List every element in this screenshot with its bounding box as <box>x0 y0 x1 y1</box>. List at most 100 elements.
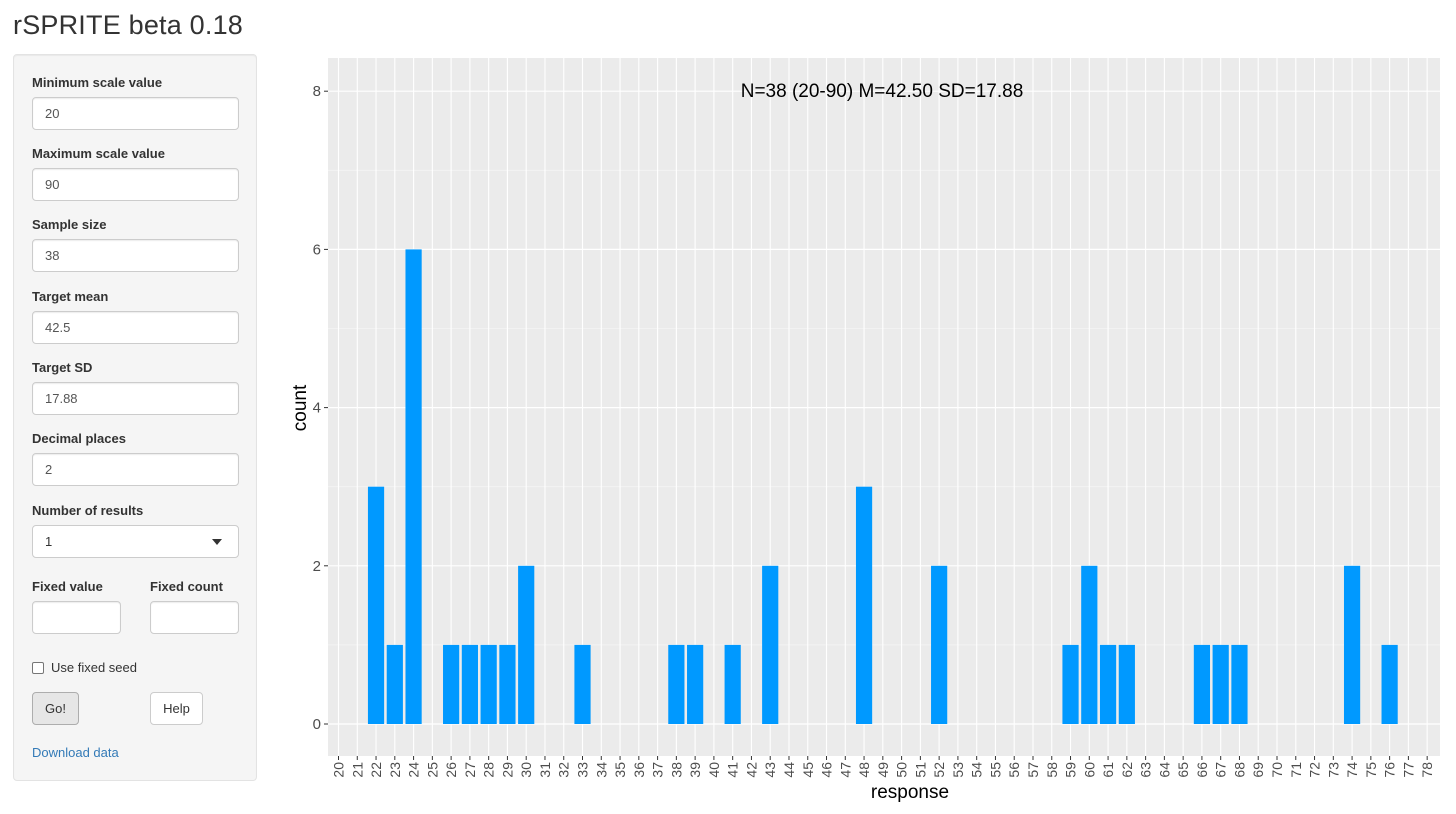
sample-size-input[interactable] <box>32 239 239 272</box>
bar-66 <box>1193 644 1211 724</box>
download-data-link[interactable]: Download data <box>32 745 119 760</box>
x-tick-label: 74 <box>1344 762 1360 778</box>
y-axis-title: count <box>290 384 311 431</box>
fixed-value-label: Fixed value <box>32 579 103 594</box>
x-axis-title: response <box>871 782 949 803</box>
bar-60 <box>1081 565 1098 724</box>
y-tick-label: 2 <box>313 558 321 575</box>
x-tick-label: 61 <box>1100 762 1116 778</box>
bar-29 <box>499 644 516 724</box>
num-results-value: 1 <box>45 534 53 549</box>
x-tick-label: 26 <box>443 762 459 778</box>
x-tick-label: 31 <box>537 762 553 778</box>
fixed-seed-row[interactable]: Use fixed seed <box>32 660 137 675</box>
bar-22 <box>367 486 385 724</box>
x-tick-label: 30 <box>518 762 534 778</box>
x-tick-label: 68 <box>1231 762 1247 778</box>
x-tick-label: 62 <box>1119 762 1135 778</box>
x-tick-label: 53 <box>950 762 966 778</box>
bar-52 <box>931 565 948 724</box>
bar-76 <box>1381 644 1398 724</box>
x-tick-label: 45 <box>800 762 816 778</box>
bar-26 <box>443 644 460 724</box>
x-tick-label: 28 <box>481 762 497 778</box>
target-sd-input[interactable] <box>32 382 239 415</box>
x-tick-label: 72 <box>1307 762 1323 778</box>
bar-38 <box>668 644 685 724</box>
x-tick-label: 66 <box>1194 762 1210 778</box>
bar-33 <box>574 644 591 724</box>
bar-67 <box>1212 644 1229 724</box>
x-tick-label: 58 <box>1044 762 1060 778</box>
x-tick-label: 51 <box>912 762 928 778</box>
bar-28 <box>480 644 497 724</box>
x-tick-label: 47 <box>837 762 853 778</box>
x-tick-label: 35 <box>612 762 628 778</box>
num-results-select[interactable]: 1 <box>32 525 239 558</box>
x-tick-label: 52 <box>931 762 947 778</box>
x-tick-label: 49 <box>875 762 891 778</box>
x-tick-label: 37 <box>650 762 666 778</box>
bar-48 <box>855 486 873 724</box>
y-tick-label: 6 <box>313 241 321 258</box>
y-tick-label: 4 <box>313 400 321 417</box>
x-tick-label: 20 <box>331 762 347 778</box>
bar-43 <box>762 565 779 724</box>
target-mean-label: Target mean <box>32 289 109 304</box>
max-scale-label: Maximum scale value <box>32 146 165 161</box>
min-scale-input[interactable] <box>32 97 239 130</box>
sample-size-label: Sample size <box>32 217 107 232</box>
decimal-places-input[interactable] <box>32 453 239 486</box>
x-tick-label: 34 <box>593 762 609 778</box>
x-tick-label: 27 <box>462 762 478 778</box>
x-tick-label: 78 <box>1419 762 1435 778</box>
bar-61 <box>1099 644 1117 724</box>
x-tick-label: 23 <box>387 762 403 778</box>
target-mean-input[interactable] <box>32 311 239 344</box>
fixed-value-input[interactable] <box>32 601 121 634</box>
bar-24 <box>405 249 422 724</box>
x-tick-label: 59 <box>1063 762 1079 778</box>
fixed-count-input[interactable] <box>150 601 239 634</box>
x-tick-label: 33 <box>575 762 591 778</box>
input-sidebar: Minimum scale value Maximum scale value … <box>13 54 257 781</box>
x-tick-label: 44 <box>781 762 797 778</box>
fixed-seed-checkbox[interactable] <box>32 661 44 674</box>
x-tick-label: 39 <box>687 762 703 778</box>
target-sd-label: Target SD <box>32 360 93 375</box>
bar-23 <box>386 644 403 724</box>
bar-30 <box>518 565 535 724</box>
x-tick-label: 38 <box>668 762 684 778</box>
min-scale-label: Minimum scale value <box>32 75 163 90</box>
bar-39 <box>687 644 704 724</box>
bar-27 <box>461 644 478 724</box>
x-tick-label: 24 <box>406 762 422 778</box>
x-tick-label: 29 <box>499 762 515 778</box>
go-button[interactable]: Go! <box>32 692 79 725</box>
x-tick-label: 54 <box>969 762 985 778</box>
x-tick-label: 77 <box>1400 762 1416 778</box>
max-scale-input[interactable] <box>32 168 239 201</box>
x-tick-label: 73 <box>1325 762 1341 778</box>
caret-down-icon <box>212 539 222 545</box>
bar-62 <box>1118 644 1135 724</box>
x-tick-label: 21 <box>349 762 365 778</box>
x-tick-label: 76 <box>1382 762 1398 778</box>
x-tick-label: 50 <box>894 762 910 778</box>
x-tick-label: 75 <box>1363 762 1379 778</box>
x-tick-label: 64 <box>1156 762 1172 778</box>
x-tick-label: 22 <box>368 762 384 778</box>
x-tick-label: 42 <box>743 762 759 778</box>
num-results-label: Number of results <box>32 503 144 518</box>
bar-59 <box>1062 644 1079 724</box>
x-tick-label: 32 <box>556 762 572 778</box>
x-tick-label: 36 <box>631 762 647 778</box>
x-tick-label: 57 <box>1025 762 1041 778</box>
chart-annotation: N=38 (20-90) M=42.50 SD=17.88 <box>741 81 1024 102</box>
fixed-seed-label: Use fixed seed <box>51 660 137 675</box>
help-button[interactable]: Help <box>150 692 203 725</box>
x-tick-label: 65 <box>1175 762 1191 778</box>
bar-68 <box>1231 644 1248 724</box>
x-tick-label: 55 <box>987 762 1003 778</box>
